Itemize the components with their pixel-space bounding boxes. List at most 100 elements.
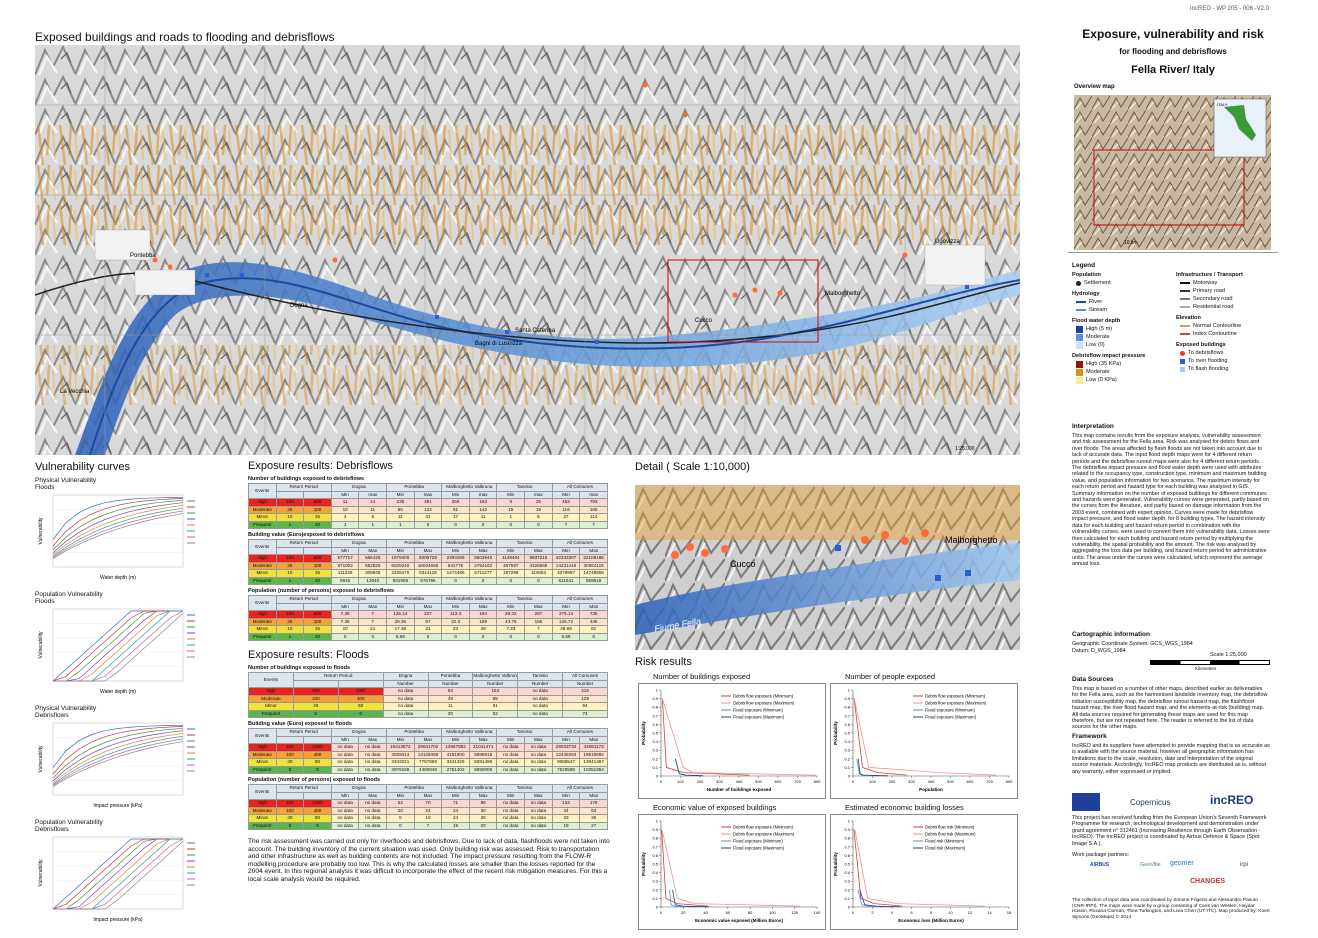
header-cell: Events <box>248 483 277 499</box>
legend-label: Debris flow exposure (Minimum) <box>733 694 794 699</box>
value-cell: 577717 <box>330 554 360 563</box>
value-cell: 7 <box>358 617 388 626</box>
header-cell: Min <box>330 546 360 555</box>
value-cell: 43.78 <box>496 617 526 626</box>
chart: 0 0.1 0.2 0.3 0.4 0.5 0.6 0.7 0.8 0.9 1 0 20 40 60 80 10… <box>641 819 821 924</box>
value-cell: 5 <box>524 513 553 522</box>
header-cell: Return Period <box>292 672 384 681</box>
value-cell: no data <box>517 709 564 718</box>
table-caption: Building value (Euro) exposed to floods <box>248 721 352 727</box>
main-map: Pontebba Dogna Cucco Malborghetto Ugovizza Ba… <box>35 45 1020 455</box>
header-cell: Return Period <box>275 483 332 492</box>
curve-decor <box>52 724 184 768</box>
header-row: Events Return Period Dogna Pontebba Malborgh… <box>248 784 609 800</box>
curve-decor <box>52 738 184 786</box>
legend-label: Moderate <box>1086 333 1110 340</box>
value-cell: 3343221 <box>386 758 415 767</box>
panel-title: Physical Vulnerability Floods <box>35 477 97 491</box>
y-tick-label: 0 <box>848 905 851 910</box>
header-cell: Min <box>386 735 415 744</box>
value-cell: 11 <box>427 702 474 711</box>
section-title: Exposure results: Debrisflows <box>248 460 393 472</box>
return-period-cell: 25 <box>275 561 305 570</box>
carto-line: Datum: D_WGS_1984 <box>1072 648 1126 654</box>
vulnerability-title: Vulnerability curves <box>35 461 130 473</box>
value-cell: 5081496 <box>468 758 498 767</box>
value-cell: 163 <box>468 498 498 507</box>
value-cell: 6503946 <box>468 554 498 563</box>
header-cell: Malborghetto Valbruna <box>441 539 498 548</box>
header-row: Min max Min max Min max Min max Min max <box>249 490 608 499</box>
value-cell: 0 <box>441 520 470 529</box>
header-cell <box>292 679 339 688</box>
y-tick-label: 0.2 <box>844 756 850 761</box>
event-cell: Moderate <box>248 505 277 514</box>
x-axis-label: Number of buildings exposed <box>707 787 772 792</box>
legend-label: Debris flow risk (Maximum) <box>925 832 976 837</box>
value-cell: 0 <box>524 576 553 585</box>
flood-zone <box>75 262 1020 455</box>
value-cell: 9915 <box>330 576 360 585</box>
legend-swatch <box>1076 333 1083 341</box>
header-cell: All Comunes <box>551 728 609 737</box>
exposure-table: Events Return Period Dogna Pontebba Malborgh… <box>248 728 609 774</box>
event-cell: Minor <box>248 569 277 578</box>
value-cell: 859616 <box>579 576 608 585</box>
overview-map: ITALY 10 km <box>1074 95 1271 250</box>
y-tick-label: 0.3 <box>844 879 850 884</box>
y-tick-label: 0.9 <box>844 696 850 701</box>
value-cell: 2393266 <box>441 554 470 563</box>
legend-swatch <box>1076 309 1086 311</box>
legend-swatch <box>1076 368 1083 376</box>
value-cell: 15 <box>496 505 526 514</box>
value-cell: 116 <box>551 505 581 514</box>
legend-swatch <box>1180 290 1190 292</box>
legend-swatch <box>1076 341 1083 349</box>
value-cell: no data <box>330 806 360 815</box>
x-tick-label: 12 <box>968 910 973 915</box>
value-cell: no data <box>358 799 388 808</box>
event-cell: Frequent <box>248 765 277 774</box>
y-tick-label: 0.3 <box>844 748 850 753</box>
value-cell: 12841467 <box>579 758 608 767</box>
exposed-buildings <box>152 82 908 298</box>
value-cell: 11 <box>330 498 360 507</box>
value-cell: 309845 <box>358 569 388 578</box>
detail-frame <box>667 259 819 343</box>
return-period-cell: 8 <box>303 821 332 830</box>
header-row: Events Return Period Dogna Pontebba Malborgh… <box>248 483 609 499</box>
header-cell: Max <box>358 791 388 800</box>
header-cell: Max <box>358 602 388 611</box>
value-cell: no data <box>496 799 526 808</box>
y-tick-label: 0.8 <box>652 836 658 841</box>
header-cell: Min <box>386 602 415 611</box>
place-label: La Vecchia <box>60 389 90 395</box>
panel-chart: Impact pressure (kPa) Vulnerability <box>38 836 195 923</box>
value-cell: no data <box>524 806 553 815</box>
legend-swatch <box>1180 366 1185 372</box>
curve-decor <box>52 726 184 775</box>
value-cell: 17 <box>441 513 470 522</box>
header-cell: Dogna <box>330 539 388 548</box>
event-cell: High <box>248 498 277 507</box>
value-cell: 7.38 <box>330 617 360 626</box>
legend-label: Flood exposure (Maximum) <box>733 715 785 720</box>
x-tick-label: 100 <box>769 910 776 915</box>
value-cell: 19 <box>551 821 581 830</box>
settlements <box>94 229 986 296</box>
y-tick-label: 0.2 <box>652 887 658 892</box>
return-period-cell: 10 <box>275 513 305 522</box>
value-cell: no data <box>496 814 526 823</box>
value-cell: 65 <box>472 694 519 703</box>
chart: 0 0.1 0.2 0.3 0.4 0.5 0.6 0.7 0.8 0.9 1 0 100 200 300 4… <box>641 688 821 793</box>
legend-swatch <box>1076 376 1083 384</box>
value-cell: no data <box>330 814 360 823</box>
value-cell: 216 <box>562 687 608 696</box>
value-cell: 52 <box>472 709 519 718</box>
return-period-cell: 500 <box>303 498 332 507</box>
value-cell: 256 <box>441 498 470 507</box>
header-cell: Min <box>496 735 526 744</box>
value-cell: 51 <box>441 505 470 514</box>
event-cell: Minor <box>248 814 277 823</box>
value-cell: 0 <box>524 632 553 641</box>
